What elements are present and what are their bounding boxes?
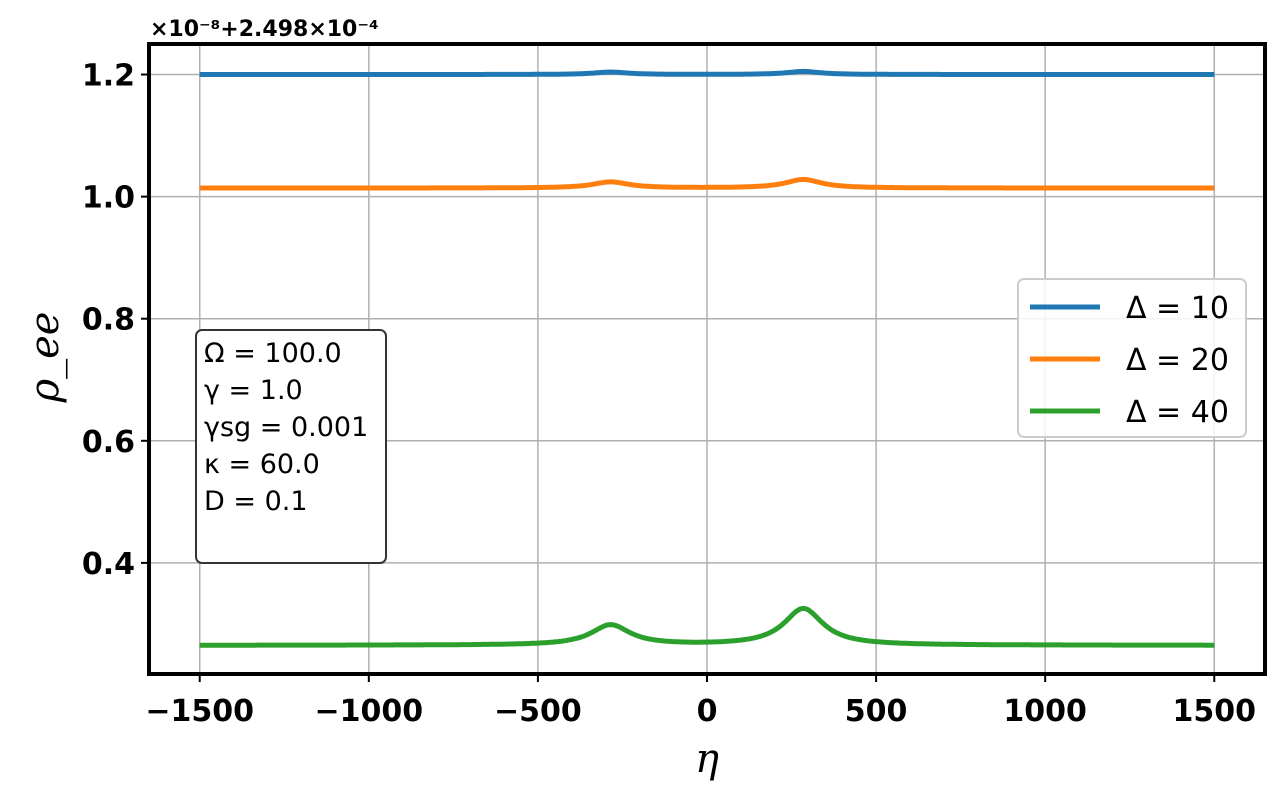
y-tick-label: 0.6 [82, 425, 135, 460]
legend-label: Δ = 20 [1126, 343, 1229, 378]
series-line [198, 605, 1216, 648]
x-tick-label: −500 [494, 694, 582, 729]
y-tick-label: 0.4 [82, 547, 135, 582]
info-box-line: γ = 1.0 [204, 375, 303, 406]
info-box-line: D = 0.1 [204, 486, 308, 517]
series-line [198, 176, 1216, 191]
x-axis: −1500 −1000 −500 0 500 1000 1500 [145, 674, 1256, 729]
x-axis-title: η [695, 736, 719, 782]
y-tick-label: 1.0 [82, 181, 135, 216]
y-tick-label: 0.8 [82, 303, 135, 338]
x-tick-label: 1000 [1003, 694, 1087, 729]
series-line [198, 68, 1216, 77]
legend-label: Δ = 10 [1126, 291, 1229, 326]
y-tick-label: 1.2 [82, 59, 135, 94]
info-box-line: γsg = 0.001 [204, 412, 368, 443]
legend-frame [1017, 278, 1247, 438]
x-tick-label: 0 [697, 694, 718, 729]
legend: Δ = 10 Δ = 20 Δ = 40 [1017, 278, 1247, 438]
x-tick-label: −1000 [314, 694, 423, 729]
legend-label: Δ = 40 [1126, 395, 1229, 430]
info-box: Ω = 100.0 γ = 1.0 γsg = 0.001 κ = 60.0 D = 0… [195, 329, 387, 564]
x-tick-label: −1500 [145, 694, 254, 729]
y-axis-title: ρ_ee [22, 312, 68, 404]
x-tick-label: 500 [845, 694, 908, 729]
info-box-line: Ω = 100.0 [204, 338, 342, 369]
info-box-line: κ = 60.0 [204, 449, 320, 480]
info-box-frame [195, 329, 387, 564]
series-lines [198, 68, 1216, 648]
y-axis: 0.4 0.6 0.8 1.0 1.2 [82, 59, 149, 582]
y-offset-label: ×10⁻⁸+2.498×10⁻⁴ [150, 17, 379, 42]
x-tick-label: 1500 [1173, 694, 1257, 729]
